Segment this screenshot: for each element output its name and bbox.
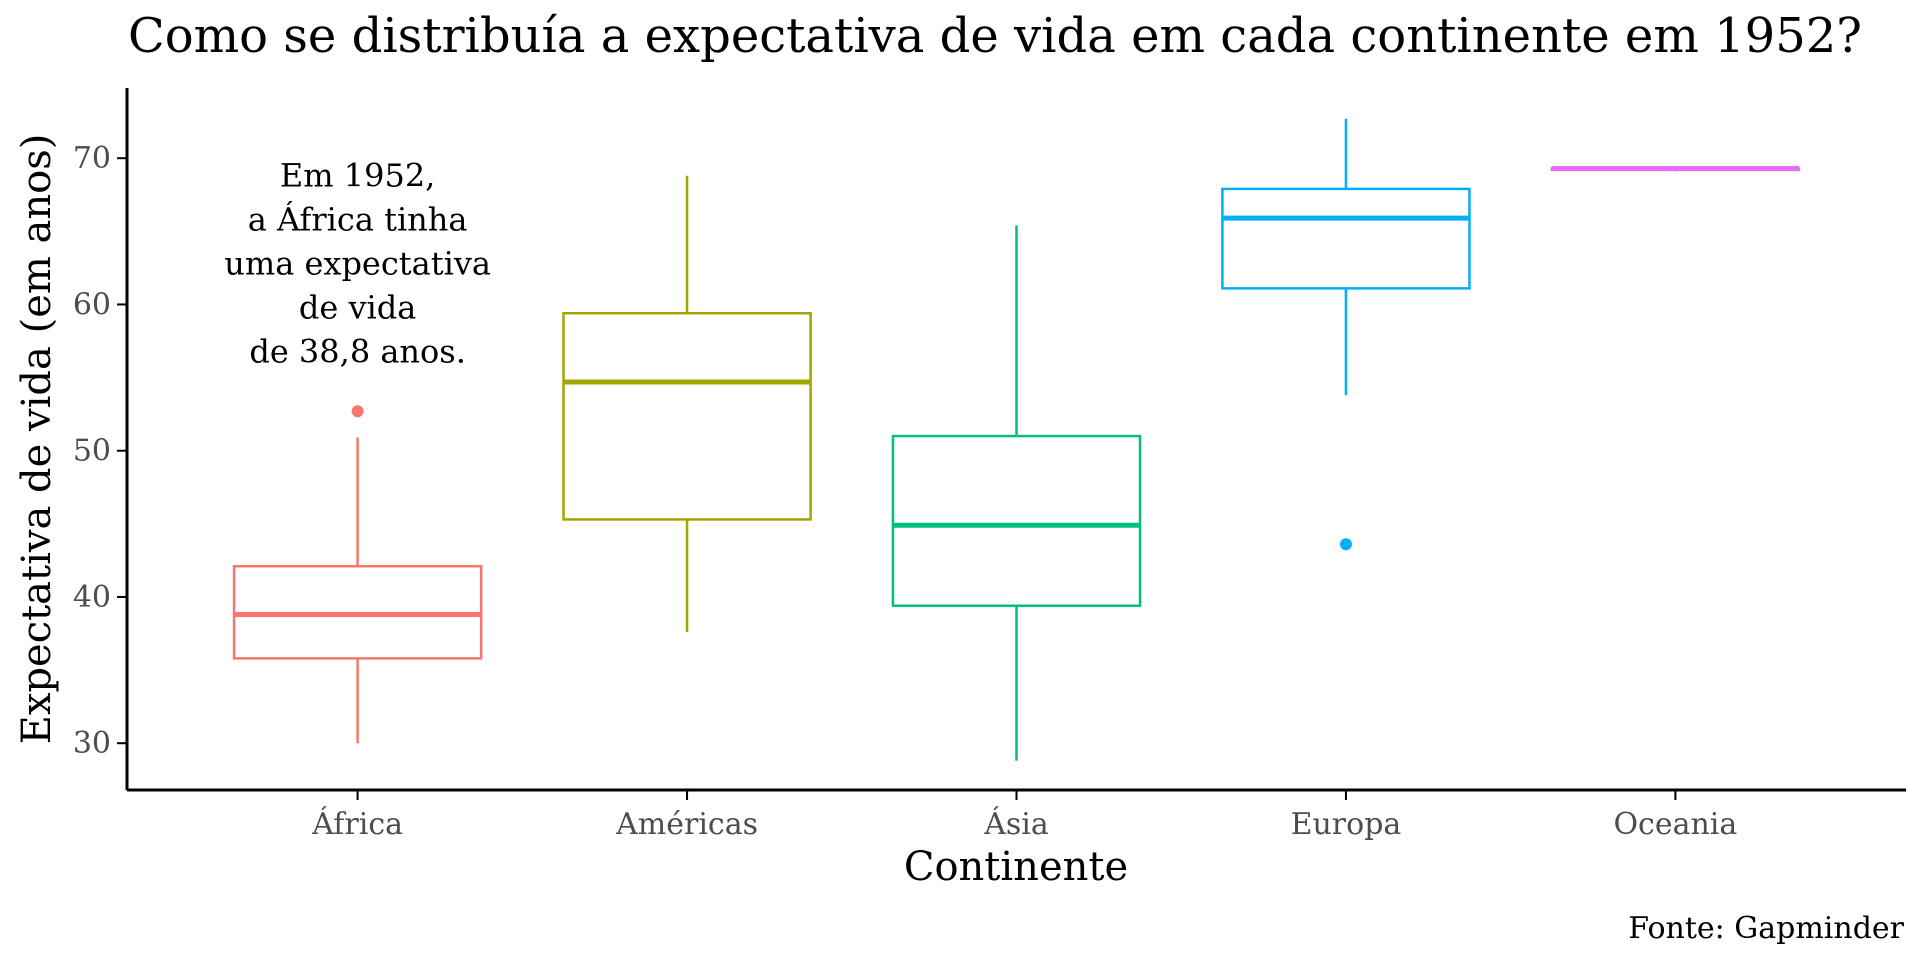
annotation-line: de 38,8 anos. [249,333,466,371]
iqr-box [1221,187,1471,290]
annotation-line: uma expectativa [224,245,491,283]
x-axis-label: Continente [904,844,1128,890]
y-tick-label: 40 [73,580,111,615]
box-Europa [1221,118,1471,551]
x-tick-label: Américas [615,807,758,842]
boxplot-chart: 30 40 50 60 70 Em 1952, a África tinha uma exp… [14,88,1906,890]
annotation-line: de vida [299,289,416,327]
iqr-box [891,434,1142,607]
chart-title: Como se distribuía a expectativa de vida… [128,8,1862,64]
outlier-point [351,405,364,418]
caption: Fonte: Gapminder [1628,911,1904,946]
iqr-box [562,311,812,521]
outlier-point [1339,538,1352,551]
box-Ásia [891,225,1142,761]
box-Américas [562,175,812,633]
box-África [232,405,483,744]
x-tick-label: Europa [1291,807,1402,842]
y-tick-label: 60 [73,287,111,322]
y-tick-label: 50 [73,434,111,469]
annotation-line: a África tinha [248,201,468,239]
box-Oceania [1550,165,1801,172]
y-axis-label: Expectativa de vida (em anos) [14,134,60,745]
annotation-line: Em 1952, [280,157,435,195]
x-tick-label: Oceania [1613,807,1737,842]
x-tick-label: África [311,806,403,842]
y-tick-label: 70 [73,141,111,176]
x-tick-label: Ásia [983,806,1049,842]
y-tick-label: 30 [73,726,111,761]
